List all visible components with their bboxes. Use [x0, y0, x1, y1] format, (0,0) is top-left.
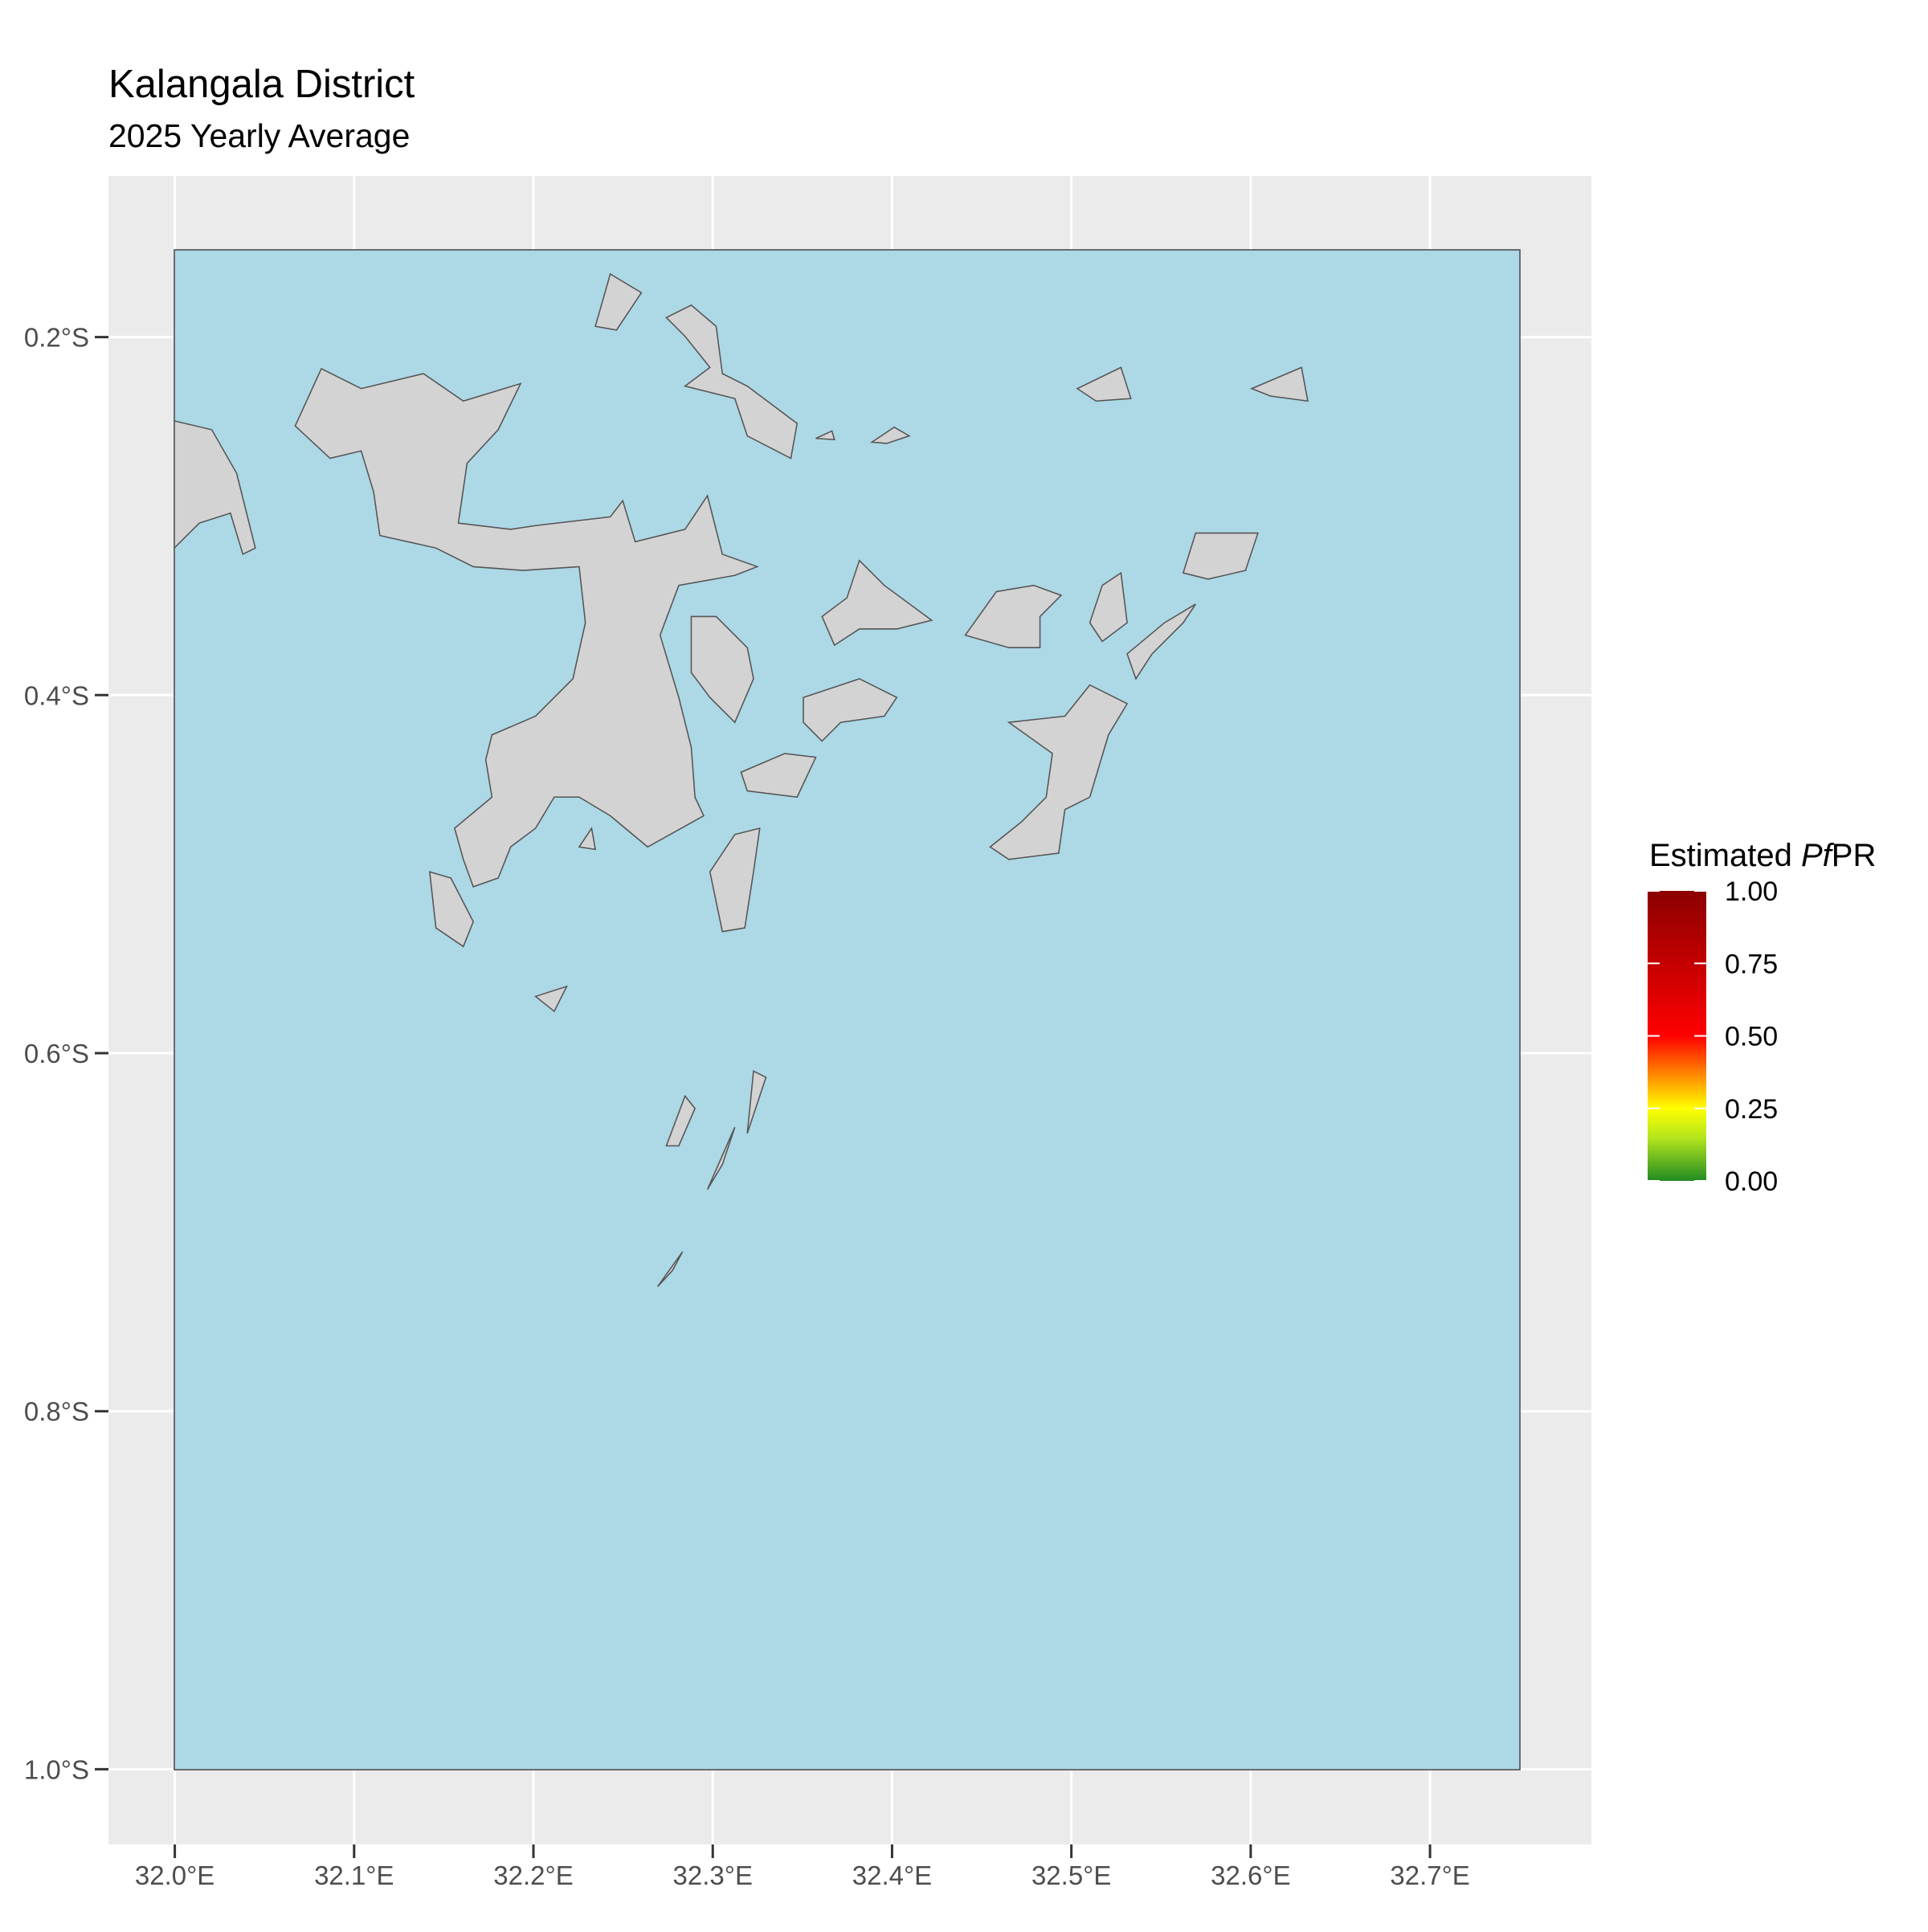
shoreline — [174, 420, 256, 556]
island — [870, 426, 911, 444]
island — [294, 367, 759, 888]
x-tick-label: 32.4°E — [852, 1861, 932, 1890]
y-tick-label: 1.0°S — [24, 1754, 89, 1784]
legend-label: 0.50 — [1725, 1022, 1778, 1052]
island — [964, 584, 1063, 648]
island — [1182, 532, 1259, 580]
island — [815, 430, 835, 441]
map-subtitle: 2025 Yearly Average — [108, 117, 410, 154]
island — [1089, 571, 1128, 643]
island — [594, 272, 643, 331]
y-tick-label: 0.2°S — [24, 323, 89, 353]
y-tick-label: 0.4°S — [24, 680, 89, 710]
land-shapes — [174, 272, 1309, 1288]
island — [656, 1251, 684, 1288]
island — [740, 753, 817, 799]
island — [989, 684, 1129, 860]
x-tick-label: 32.5°E — [1031, 1861, 1111, 1890]
island — [706, 1126, 736, 1191]
x-tick-label: 32.7°E — [1390, 1861, 1469, 1890]
legend-label: 0.25 — [1725, 1094, 1778, 1125]
island — [709, 827, 761, 933]
island — [578, 826, 597, 851]
legend-label: 1.00 — [1725, 876, 1778, 907]
legend-title-part: PR — [1832, 838, 1877, 873]
legend-title: Estimated PfPR — [1649, 838, 1876, 873]
x-tick-label: 32.3°E — [673, 1861, 753, 1890]
axes: 32.0°E 32.1°E 32.2°E 32.3°E 32.4°E 32.5°E 32.6… — [24, 323, 1470, 1890]
island — [1076, 366, 1132, 402]
legend-title-part: Estimated — [1649, 838, 1801, 873]
island — [534, 985, 568, 1013]
x-tick-label: 32.6°E — [1211, 1861, 1290, 1890]
y-tick-label: 0.6°S — [24, 1039, 89, 1068]
island — [690, 615, 754, 724]
x-tick-label: 32.0°E — [135, 1861, 214, 1890]
island — [803, 678, 898, 742]
island — [1126, 603, 1197, 680]
x-tick-label: 32.1°E — [314, 1861, 394, 1890]
y-tick-label: 0.8°S — [24, 1397, 89, 1427]
legend: Estimated PfPR 0.00 0.25 0.50 0.75 1.00 — [1648, 838, 1876, 1197]
island — [746, 1070, 767, 1134]
island — [665, 1094, 696, 1147]
legend-title-part: Pf — [1801, 838, 1835, 873]
island — [665, 304, 799, 460]
legend-label: 0.00 — [1725, 1166, 1778, 1197]
island — [821, 559, 933, 647]
legend-label: 0.75 — [1725, 949, 1778, 979]
x-tick-label: 32.2°E — [493, 1861, 573, 1890]
map-title: Kalangala District — [108, 63, 415, 106]
island — [1250, 366, 1309, 402]
island — [428, 871, 475, 948]
